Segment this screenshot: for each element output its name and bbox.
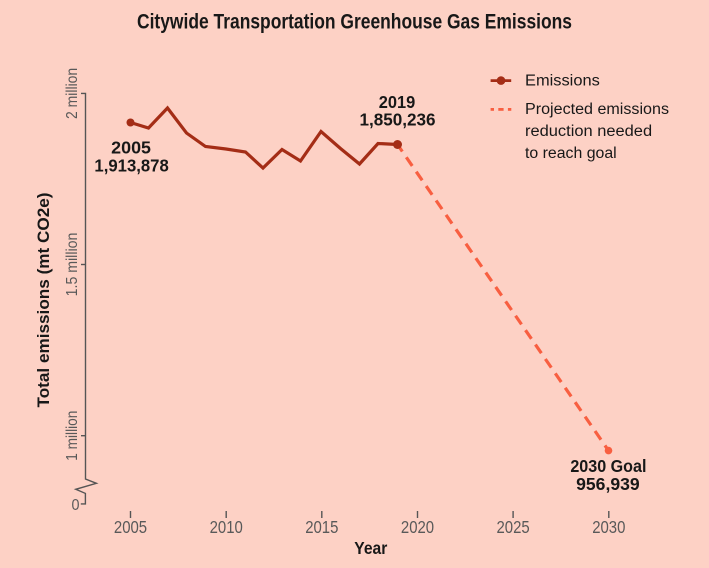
svg-text:2005: 2005 — [114, 517, 147, 537]
svg-text:Total emissions (mt CO2e): Total emissions (mt CO2e) — [34, 193, 53, 408]
svg-text:2005: 2005 — [111, 138, 151, 158]
svg-text:2 million: 2 million — [64, 68, 81, 119]
svg-text:1,913,878: 1,913,878 — [94, 156, 169, 176]
svg-text:0: 0 — [72, 497, 80, 514]
svg-text:2010: 2010 — [210, 517, 243, 537]
svg-text:1.5 million: 1.5 million — [64, 233, 81, 297]
svg-text:Citywide Transportation Greenh: Citywide Transportation Greenhouse Gas E… — [137, 10, 572, 34]
svg-text:2030 Goal: 2030 Goal — [570, 456, 646, 476]
svg-text:2020: 2020 — [401, 517, 434, 537]
svg-text:956,939: 956,939 — [576, 474, 640, 494]
svg-text:Year: Year — [354, 538, 387, 558]
svg-text:Emissions: Emissions — [525, 72, 600, 89]
svg-text:to reach goal: to reach goal — [525, 145, 617, 162]
svg-text:1 million: 1 million — [64, 411, 81, 461]
svg-text:reduction needed: reduction needed — [525, 123, 652, 140]
svg-text:2015: 2015 — [305, 517, 338, 537]
svg-text:1,850,236: 1,850,236 — [359, 110, 435, 130]
svg-text:2025: 2025 — [497, 517, 530, 537]
svg-text:2019: 2019 — [379, 92, 416, 112]
svg-text:Projected emissions: Projected emissions — [525, 101, 669, 118]
svg-text:2030: 2030 — [592, 517, 625, 537]
